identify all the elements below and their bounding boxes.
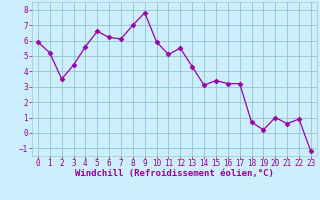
X-axis label: Windchill (Refroidissement éolien,°C): Windchill (Refroidissement éolien,°C) (75, 169, 274, 178)
